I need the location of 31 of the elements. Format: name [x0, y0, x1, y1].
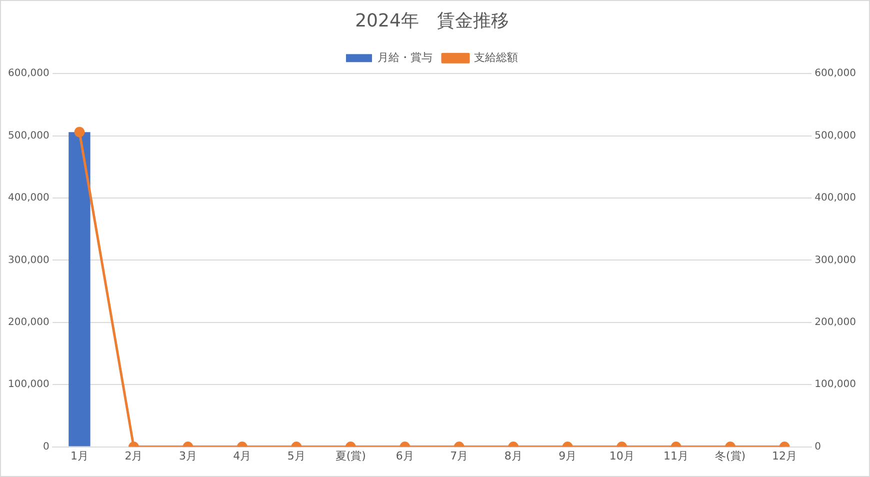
y2-tick-label: 500,000 [814, 130, 856, 142]
x-tick-label: 11月 [664, 449, 689, 462]
x-tick-label: 6月 [396, 449, 414, 462]
y2-tick-label: 600,000 [814, 68, 856, 80]
y-tick-label: 400,000 [8, 192, 50, 204]
x-tick-label: 4月 [233, 449, 252, 462]
x-tick-label: 7月 [450, 449, 468, 462]
x-tick-label: 5月 [287, 449, 306, 462]
legend-label: 支給総額 [474, 50, 518, 64]
y2-tick-label: 300,000 [814, 254, 856, 266]
x-tick-label: 10月 [609, 449, 634, 462]
y-tick-label: 0 [42, 441, 50, 452]
x-tick-label: 2月 [124, 449, 143, 462]
y-tick-label: 100,000 [8, 379, 50, 390]
y2-tick-label: 400,000 [814, 192, 856, 204]
y2-tick-label: 100,000 [814, 379, 856, 390]
chart-title: 2024年 賃金推移 [355, 10, 509, 32]
y2-tick-label: 0 [814, 441, 822, 452]
y-tick-label: 500,000 [8, 130, 50, 142]
y2-tick-label: 200,000 [814, 316, 856, 328]
x-tick-label: 12月 [772, 449, 798, 462]
y-tick-label: 300,000 [8, 254, 50, 266]
x-tick-label: 8月 [504, 449, 522, 462]
x-tick-label: 夏(賞) [335, 449, 366, 462]
legend-label: 月給・賞与 [378, 50, 432, 64]
x-tick-label: 3月 [178, 449, 197, 462]
y-tick-label: 600,000 [8, 68, 50, 80]
x-tick-label: 冬(賞) [715, 449, 746, 462]
y-tick-label: 200,000 [8, 316, 50, 328]
x-tick-label: 1月 [70, 449, 88, 462]
x-tick-label: 9月 [558, 449, 577, 462]
